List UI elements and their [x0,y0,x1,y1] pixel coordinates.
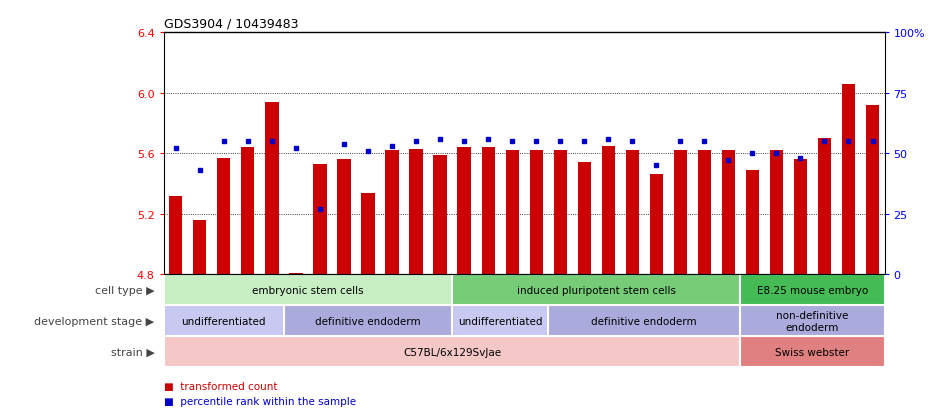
Bar [481,148,495,275]
Text: E8.25 mouse embryo: E8.25 mouse embryo [757,285,868,295]
Bar [578,163,591,275]
Text: non-definitive
endoderm: non-definitive endoderm [776,310,849,332]
Bar [740,306,885,337]
Text: induced pluripotent stem cells: induced pluripotent stem cells [517,285,676,295]
Text: Swiss webster: Swiss webster [775,347,850,357]
Bar [217,158,230,275]
Text: ■  transformed count: ■ transformed count [164,381,277,391]
Bar [164,337,740,368]
Bar [164,275,452,306]
Bar [314,164,327,275]
Bar [337,160,351,275]
Bar [505,151,519,275]
Bar [433,155,446,275]
Text: GDS3904 / 10439483: GDS3904 / 10439483 [164,17,299,31]
Bar [409,150,423,275]
Bar [265,102,279,275]
Bar [361,193,374,275]
Text: undifferentiated: undifferentiated [182,316,266,326]
Bar [794,160,807,275]
Bar [769,151,783,275]
Bar [193,220,207,275]
Text: development stage ▶: development stage ▶ [35,316,154,326]
Bar [452,275,740,306]
Bar [284,306,452,337]
Bar [553,151,567,275]
Bar [452,306,548,337]
Text: definitive endoderm: definitive endoderm [315,316,421,326]
Bar [740,337,885,368]
Text: definitive endoderm: definitive endoderm [592,316,697,326]
Bar [458,148,471,275]
Bar [164,306,284,337]
Bar [740,275,885,306]
Bar [530,151,543,275]
Bar [289,273,302,275]
Text: ■  percentile rank within the sample: ■ percentile rank within the sample [164,396,356,406]
Bar [625,151,639,275]
Bar [746,171,759,275]
Bar [386,151,399,275]
Bar [818,139,831,275]
Bar [674,151,687,275]
Bar [841,84,856,275]
Text: undifferentiated: undifferentiated [458,316,542,326]
Bar [548,306,740,337]
Bar [602,146,615,275]
Bar [866,106,879,275]
Text: cell type ▶: cell type ▶ [95,285,154,295]
Text: strain ▶: strain ▶ [110,347,154,357]
Bar [169,196,183,275]
Text: embryonic stem cells: embryonic stem cells [252,285,364,295]
Bar [722,151,735,275]
Bar [241,148,255,275]
Bar [650,175,663,275]
Bar [697,151,711,275]
Text: C57BL/6x129SvJae: C57BL/6x129SvJae [403,347,501,357]
